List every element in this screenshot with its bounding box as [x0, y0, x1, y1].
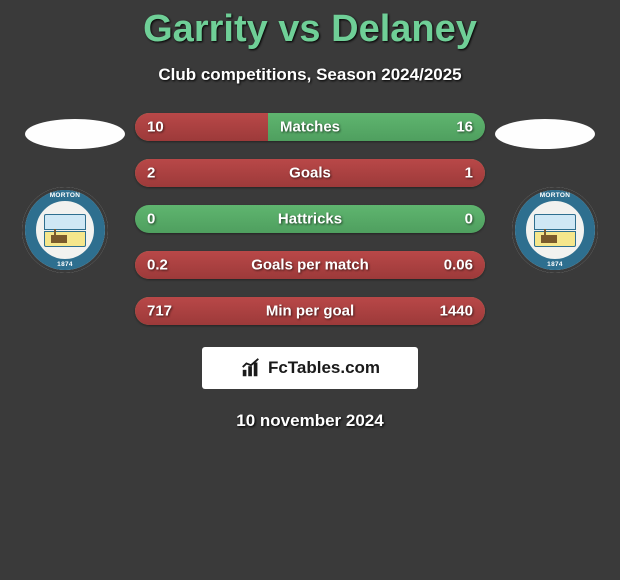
stat-left-value: 10: [147, 119, 164, 136]
stat-label: Goals per match: [251, 257, 369, 274]
stat-right-value: 0.06: [444, 257, 473, 274]
badge-ship-icon: [51, 235, 67, 243]
player-silhouette-left: [25, 119, 125, 149]
stat-label: Min per goal: [266, 303, 354, 320]
stat-right-value: 16: [456, 119, 473, 136]
stat-left-value: 717: [147, 303, 172, 320]
stat-label: Hattricks: [278, 211, 342, 228]
subtitle: Club competitions, Season 2024/2025: [0, 65, 620, 85]
badge-year: 1874: [547, 261, 563, 268]
badge-year: 1874: [57, 261, 73, 268]
stat-left-value: 0: [147, 211, 155, 228]
stat-label: Matches: [280, 119, 340, 136]
player-silhouette-right: [495, 119, 595, 149]
badge-inner-bottom: [534, 231, 576, 247]
stat-label: Goals: [289, 165, 331, 182]
stat-bar: 10 Matches 16: [135, 113, 485, 141]
branding-link[interactable]: FcTables.com: [202, 347, 418, 389]
stat-bar: 2 Goals 1: [135, 159, 485, 187]
badge-inner-bottom: [44, 231, 86, 247]
stat-bar: 0 Hattricks 0: [135, 205, 485, 233]
club-badge-right: MORTON 1874: [512, 187, 598, 273]
stat-right-value: 1: [465, 165, 473, 182]
right-player-col: MORTON 1874: [485, 113, 605, 273]
badge-inner-top: [534, 214, 576, 230]
badge-inner-top: [44, 214, 86, 230]
stat-left-value: 0.2: [147, 257, 168, 274]
stat-bar: 0.2 Goals per match 0.06: [135, 251, 485, 279]
branding-text: FcTables.com: [268, 358, 380, 378]
chart-icon: [240, 357, 262, 379]
stat-bar: 717 Min per goal 1440: [135, 297, 485, 325]
stat-right-value: 0: [465, 211, 473, 228]
stat-bars: 10 Matches 16 2 Goals 1 0 Hattricks 0 0.…: [135, 113, 485, 325]
stat-right-value: 1440: [440, 303, 473, 320]
date-text: 10 november 2024: [0, 411, 620, 431]
badge-top-text: MORTON: [50, 192, 81, 199]
stat-left-value: 2: [147, 165, 155, 182]
comparison-row: MORTON 1874 10 Matches 16 2 Goals 1 0 Ha…: [0, 113, 620, 325]
badge-ship-icon: [541, 235, 557, 243]
club-badge-left: MORTON 1874: [22, 187, 108, 273]
left-player-col: MORTON 1874: [15, 113, 135, 273]
page-title: Garrity vs Delaney: [0, 0, 620, 51]
badge-top-text: MORTON: [540, 192, 571, 199]
